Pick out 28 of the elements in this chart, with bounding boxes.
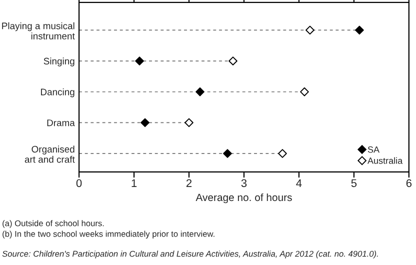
- point: [223, 149, 232, 158]
- x-tick-label: 5: [351, 179, 357, 188]
- point: [228, 56, 238, 66]
- source-note: Source: Children's Participation in Cultural and Leisure Activities, Australia, Apr 2012 (cat. no. 4901.0).: [2, 250, 378, 258]
- point: [355, 26, 364, 35]
- text: (b) In the two school weeks immediately prior to interview.: [2, 230, 214, 238]
- y-tick-label: Singing: [44, 58, 74, 66]
- x-tick-label: 3: [241, 179, 247, 188]
- y-tick-label: Playing a musical instrument: [2, 22, 75, 40]
- point: [196, 87, 204, 96]
- point: [300, 87, 309, 96]
- x-tick-label: 1: [132, 179, 137, 187]
- point: [278, 149, 287, 158]
- x-tick-label: 6: [406, 179, 412, 188]
- point: [184, 118, 194, 128]
- y-tick-label: Dancing: [41, 88, 74, 98]
- y-tick-label: Organised art and craft: [24, 146, 75, 163]
- point: [306, 26, 314, 35]
- x-tick-label: 0: [76, 179, 82, 188]
- x-tick-label: 2: [186, 179, 192, 187]
- y-tick-label: Drama: [47, 120, 75, 126]
- point: [140, 118, 150, 128]
- legend-label: Australia: [368, 157, 403, 164]
- x-tick-label: 4: [296, 179, 302, 187]
- point: [135, 56, 144, 66]
- x-axis-title: Average no. of hours: [196, 193, 292, 204]
- legend-label: SA: [368, 146, 380, 153]
- text: (a) Outside of school hours.: [2, 220, 104, 228]
